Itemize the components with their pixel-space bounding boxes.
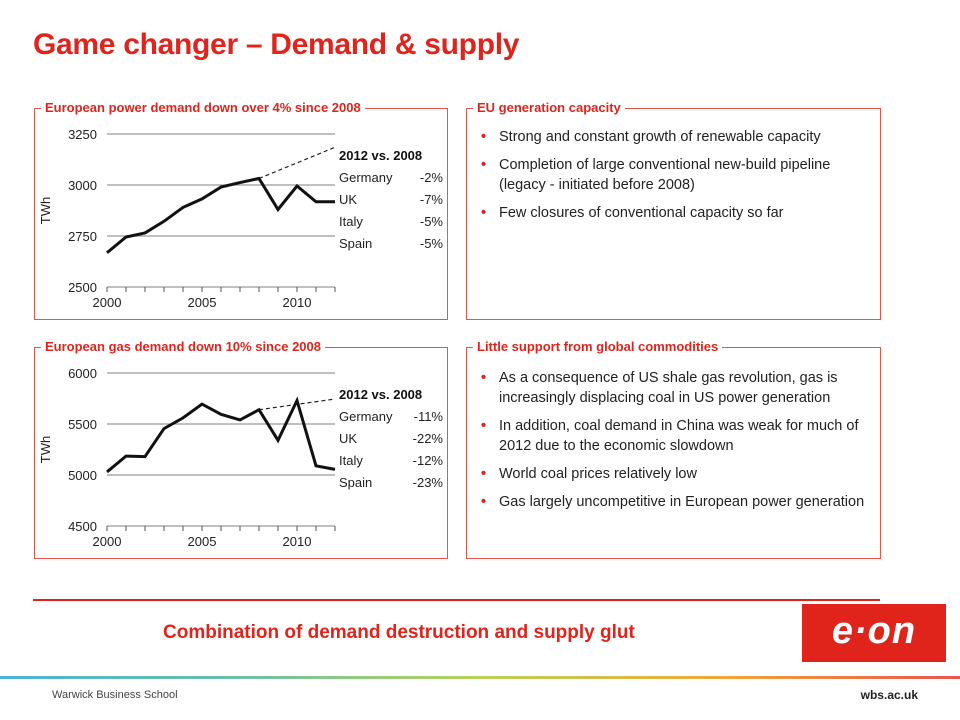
trend-line bbox=[258, 146, 336, 180]
bullet-icon: • bbox=[481, 466, 487, 482]
eon-logo: e·on bbox=[802, 604, 946, 662]
table-country: Italy bbox=[339, 453, 363, 468]
x-tick-label: 2010 bbox=[283, 295, 312, 310]
footer-school-name: Warwick Business School bbox=[52, 689, 178, 701]
table-country: Spain bbox=[339, 236, 372, 251]
table-country: Italy bbox=[339, 214, 363, 229]
table-change: -2% bbox=[420, 170, 444, 185]
table-change: -11% bbox=[414, 409, 444, 424]
list-item: • Few closures of conventional capacity s… bbox=[481, 205, 784, 221]
y-tick-label: 4500 bbox=[68, 519, 97, 534]
list-item: • Strong and constant growth of renewable… bbox=[481, 129, 821, 145]
list-item: • Gas largely uncompetitive in European p… bbox=[481, 494, 865, 510]
y-tick-label: 6000 bbox=[68, 366, 97, 381]
commodities-bullets: • As a consequence of US shale gas revolu… bbox=[481, 368, 870, 520]
table-country: UK bbox=[339, 431, 357, 446]
list-item: • World coal prices relatively low bbox=[481, 466, 697, 482]
y-axis-label: TWh bbox=[38, 436, 53, 463]
page-title: Game changer – Demand & supply bbox=[33, 28, 520, 61]
list-item: • Completion of large conventional new-bu… bbox=[481, 157, 831, 193]
y-tick-label: 2750 bbox=[68, 229, 97, 244]
list-item: • In addition, coal demand in China was w… bbox=[481, 418, 859, 454]
y-tick-label: 3250 bbox=[68, 127, 97, 142]
table-header: 2012 vs. 2008 bbox=[339, 148, 422, 163]
y-tick-label: 2500 bbox=[68, 280, 97, 295]
table-country: UK bbox=[339, 192, 357, 207]
capacity-panel: EU generation capacity • Strong and const… bbox=[466, 99, 881, 320]
bullet-icon: • bbox=[481, 129, 487, 145]
power-demand-panel: European power demand down over 4% since… bbox=[34, 99, 448, 320]
commodities-title: Little support from global commodities bbox=[473, 338, 723, 356]
bullet-icon: • bbox=[481, 370, 487, 386]
bullet-icon: • bbox=[481, 157, 487, 173]
table-change: -22% bbox=[413, 431, 444, 446]
table-change: -5% bbox=[420, 236, 444, 251]
series-line bbox=[106, 176, 335, 254]
table-change: -5% bbox=[420, 214, 444, 229]
x-tick-label: 2000 bbox=[93, 295, 122, 310]
conclusion-text: Combination of demand destruction and su… bbox=[163, 622, 635, 643]
table-country: Spain bbox=[339, 475, 372, 490]
x-tick-label: 2005 bbox=[188, 534, 217, 549]
bullet-icon: • bbox=[481, 205, 487, 221]
footer-website: wbs.ac.uk bbox=[860, 688, 918, 702]
bullet-icon: • bbox=[481, 494, 487, 510]
commodities-panel: Little support from global commodities •… bbox=[466, 338, 881, 559]
series-line bbox=[106, 396, 336, 474]
gas-demand-chart: 4500 5000 5500 6000 2000 2005 2010 TWh 2012 vs. … bbox=[38, 366, 444, 549]
footer-color-bar bbox=[0, 676, 960, 679]
table-change: -23% bbox=[413, 475, 444, 490]
x-tick-label: 2005 bbox=[188, 295, 217, 310]
table-country: Germany bbox=[339, 170, 393, 185]
table-country: Germany bbox=[339, 409, 393, 424]
bullet-icon: • bbox=[481, 418, 487, 434]
gas-demand-panel: European gas demand down 10% since 2008 … bbox=[34, 338, 448, 559]
capacity-bullets: • Strong and constant growth of renewable… bbox=[481, 127, 870, 231]
power-demand-chart: 2500 2750 3000 3250 2000 2005 2010 TWh 2012 vs. … bbox=[38, 127, 444, 310]
y-tick-label: 5000 bbox=[68, 468, 97, 483]
y-axis-label: TWh bbox=[38, 197, 53, 224]
power-demand-title: European power demand down over 4% since… bbox=[41, 99, 365, 117]
y-tick-label: 5500 bbox=[68, 417, 97, 432]
eon-logo-text: e·on bbox=[831, 610, 917, 652]
table-header: 2012 vs. 2008 bbox=[339, 387, 422, 402]
x-tick-label: 2000 bbox=[93, 534, 122, 549]
capacity-title: EU generation capacity bbox=[473, 99, 625, 117]
table-change: -7% bbox=[420, 192, 444, 207]
list-item: • As a consequence of US shale gas revolu… bbox=[481, 370, 838, 406]
y-tick-label: 3000 bbox=[68, 178, 97, 193]
divider bbox=[33, 599, 880, 601]
gas-demand-title: European gas demand down 10% since 2008 bbox=[41, 338, 325, 356]
x-tick-label: 2010 bbox=[283, 534, 312, 549]
table-change: -12% bbox=[413, 453, 444, 468]
